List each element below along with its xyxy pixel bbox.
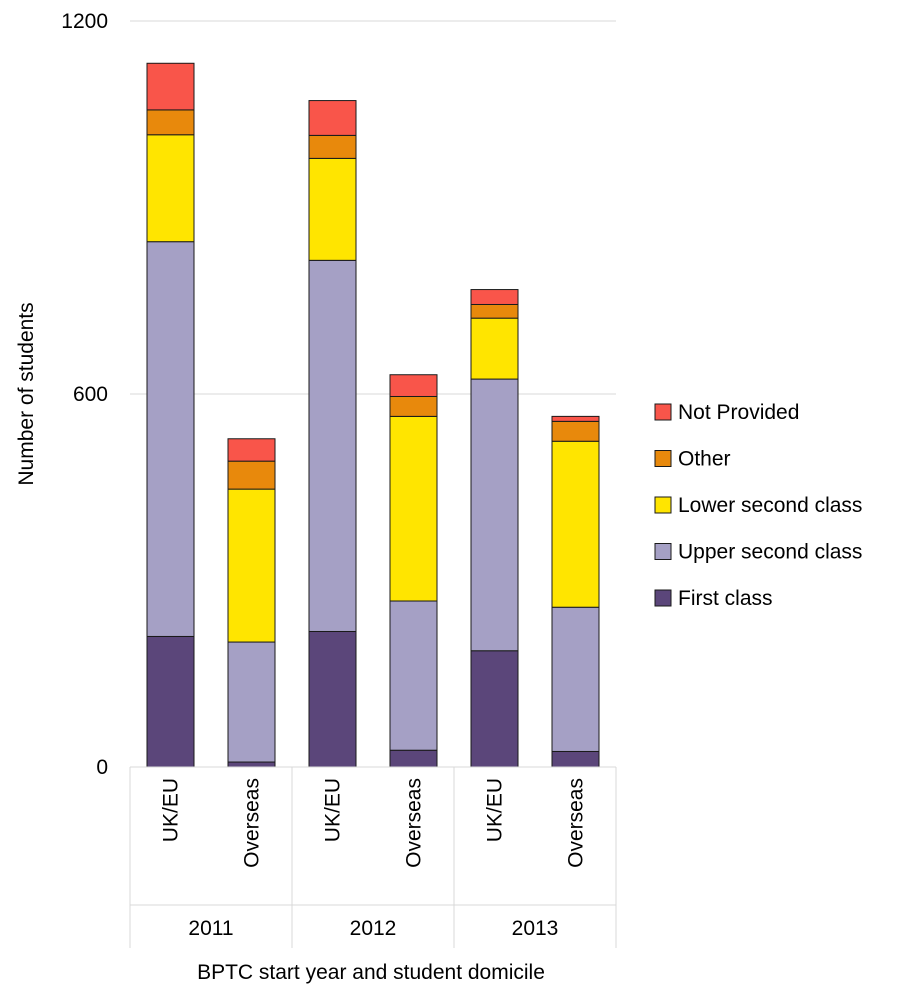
x-group-label: 2012	[350, 917, 397, 940]
y-axis-title: Number of students	[15, 302, 38, 485]
bar-segment	[389, 600, 438, 751]
bar-segment	[146, 635, 195, 768]
x-axis-title: BPTC start year and student domicile	[197, 961, 545, 984]
bar-segment	[146, 109, 195, 136]
bar-segment	[470, 317, 519, 380]
bar-segment	[389, 395, 438, 417]
bar-segment	[389, 415, 438, 602]
x-category-label: Overseas	[565, 778, 588, 868]
bar-segment	[551, 606, 600, 752]
bar-segment	[470, 378, 519, 652]
x-category-label: Overseas	[241, 778, 264, 868]
bar-segment	[146, 134, 195, 243]
bar-segment	[308, 630, 357, 768]
y-axis: 0 600 1200	[61, 10, 108, 779]
bar-segment	[551, 750, 600, 768]
legend-label: Other	[678, 448, 731, 471]
bar-segment	[227, 641, 276, 763]
x-group-label: 2013	[512, 917, 559, 940]
bar-segment	[146, 241, 195, 637]
y-tick-label: 600	[73, 383, 108, 406]
bar-segment	[308, 157, 357, 261]
bar-segment	[470, 650, 519, 768]
legend-label: Lower second class	[678, 494, 862, 517]
gridlines	[130, 20, 616, 768]
bar-segment	[308, 134, 357, 159]
x-category-label: Overseas	[403, 778, 426, 868]
x-category-label: UK/EU	[484, 778, 507, 842]
bar-segment	[470, 289, 519, 305]
x-category-label: UK/EU	[160, 778, 183, 842]
bar-segment	[227, 761, 276, 768]
bar-segment	[227, 460, 276, 490]
bar-segment	[308, 100, 357, 136]
bars	[146, 62, 600, 768]
legend-swatch	[654, 403, 672, 421]
x-group-label: 2011	[188, 917, 233, 940]
bar-segment	[551, 420, 600, 442]
legend-swatch	[654, 496, 672, 514]
legend-label: First class	[678, 587, 773, 610]
x-axis: UK/EU Overseas UK/EU Overseas UK/EU Overseas 2…	[129, 766, 617, 948]
y-tick-label: 1200	[61, 10, 108, 33]
x-category-label: UK/EU	[322, 778, 345, 842]
bar-segment	[146, 62, 195, 111]
bar-segment	[551, 415, 600, 422]
legend-swatch	[654, 543, 672, 560]
bar-segment	[551, 440, 600, 608]
legend-label: Upper second class	[678, 541, 862, 564]
bar-segment	[389, 749, 438, 768]
bar-segment	[389, 374, 438, 397]
legend-swatch	[654, 589, 672, 607]
legend-label: Not Provided	[678, 401, 799, 424]
bar-segment	[227, 488, 276, 643]
legend: Not Provided Other Lower second class Upper…	[654, 401, 862, 610]
bar-segment	[470, 303, 519, 319]
bar-segment	[227, 438, 276, 462]
y-tick-label: 0	[96, 756, 108, 779]
bar-segment	[308, 259, 357, 632]
legend-swatch	[654, 450, 672, 467]
